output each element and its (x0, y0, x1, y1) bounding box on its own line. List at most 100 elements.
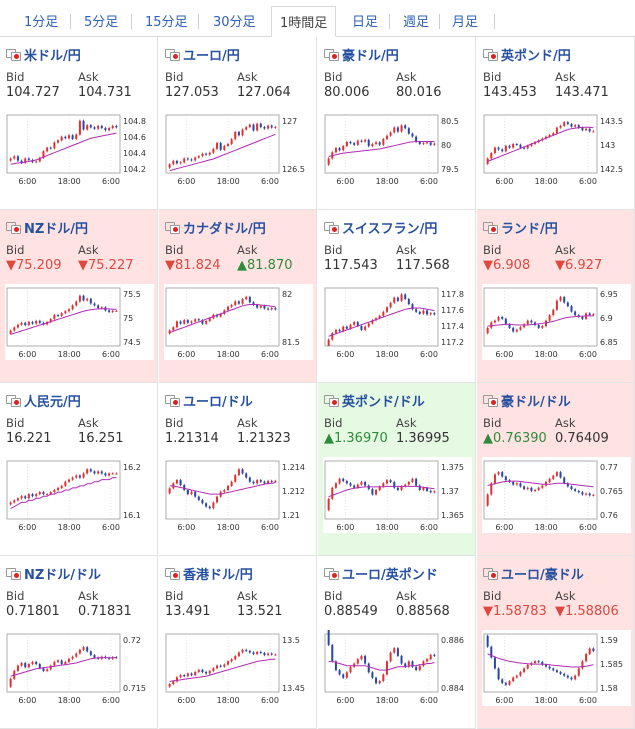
currency-pair-link[interactable]: 豪ドル/ドル (483, 391, 571, 410)
price-chart[interactable]: 0.886 0.884 6:00 18:00 6:00 (323, 630, 472, 706)
candlestick-chart: 16.216.16:00 18:00 6:00 (6, 460, 141, 532)
price-chart[interactable]: 0.72 0.715 6:00 18:00 6:00 (5, 630, 154, 706)
price-chart[interactable]: 1.214 1.212 1.21 6:00 18:00 6:00 (164, 457, 313, 533)
price-chart[interactable]: 6.95 6.9 6.85 6:00 18:00 6:00 (482, 284, 631, 360)
price-chart[interactable]: 104.8 104.6 104.4 104.2 6:00 18:00 6:00 (5, 111, 154, 187)
candle-body (563, 673, 566, 676)
currency-card[interactable]: ユーロ/円 Bid Ask 127.053 127.064 127 126.5 6:00 18:… (159, 37, 317, 210)
currency-card[interactable]: スイスフラン/円 Bid Ask 117.543 117.568 117.8 117.6 11… (318, 210, 476, 383)
tab-4[interactable]: 1時間足 (271, 6, 337, 37)
currency-card[interactable]: 豪ドル/ドル Bid Ask ▲0.76390 0.76409 0.77 0.765 0.76… (477, 383, 635, 556)
price-chart[interactable]: 75.5 75 74.5 6:00 18:00 6:00 (5, 284, 154, 360)
currency-card[interactable]: ユーロ/英ポンド Bid Ask 0.88549 0.88568 0.886 0.884 6:… (318, 556, 476, 729)
currency-card[interactable]: ユーロ/ドル Bid Ask 1.21314 1.21323 1.214 1.212 1.21… (159, 383, 317, 556)
moving-average-line (10, 477, 117, 510)
currency-pair-link[interactable]: カナダドル/円 (165, 218, 266, 237)
candle-body (234, 475, 237, 482)
candle-body (223, 490, 226, 492)
price-chart[interactable]: 117.8 117.6 117.4 117.2 6:00 18:00 6:00 (323, 284, 472, 360)
candle-body (411, 133, 414, 137)
currency-pair-link[interactable]: 香港ドル/円 (165, 564, 253, 583)
candle-body (577, 490, 580, 493)
currency-pair-link[interactable]: ユーロ/豪ドル (483, 564, 584, 583)
currency-card[interactable]: ランド/円 Bid Ask ▼6.908 ▼6.927 6.95 6.9 6.85 6:00 18… (477, 210, 635, 383)
candle-body (104, 473, 107, 476)
currency-pair-link[interactable]: ランド/円 (483, 218, 558, 237)
currency-pair-link[interactable]: スイスフラン/円 (324, 218, 437, 237)
candle-body (334, 483, 337, 488)
price-chart[interactable]: 13.5 13.45 6:00 18:00 6:00 (164, 630, 313, 706)
price-chart[interactable]: 80.5 80 79.5 6:00 18:00 6:00 (323, 111, 472, 187)
currency-pair-link[interactable]: 米ドル/円 (6, 45, 81, 64)
candle-body (252, 652, 255, 655)
candle-body (592, 131, 595, 133)
price-chart[interactable]: 82 81.5 6:00 18:00 6:00 (164, 284, 313, 360)
currency-pair-link[interactable]: ユーロ/英ポンド (324, 564, 438, 583)
candle-body (385, 661, 388, 675)
candle-body (537, 487, 540, 490)
tab-2[interactable]: 15分足 (145, 15, 188, 30)
currency-card[interactable]: 香港ドル/円 Bid Ask 13.491 13.521 13.5 13.45 6:00 18:… (159, 556, 317, 729)
candle-body (60, 136, 63, 141)
currency-pair-link[interactable]: NZドル/ドル (6, 564, 101, 583)
currency-card[interactable]: 英ポンド/ドル Bid Ask ▲1.36970 1.36995 1.375 1.37 1.3… (318, 383, 476, 556)
chart-frame (483, 633, 598, 693)
price-chart[interactable]: 1.375 1.37 1.365 6:00 18:00 6:00 (323, 457, 472, 533)
y-tick-label: 1.585 (600, 660, 623, 669)
bid-price: 0.71801 (6, 604, 60, 619)
candle-body (64, 481, 67, 486)
currency-card[interactable]: NZドル/ドル Bid Ask 0.71801 0.71831 0.72 0.715 6:00… (0, 556, 158, 729)
candle-body (364, 655, 367, 664)
candle-body (530, 144, 533, 146)
candle-body (208, 152, 211, 155)
x-tick-label: 18:00 (58, 696, 81, 705)
currency-pair-link[interactable]: NZドル/円 (6, 218, 88, 237)
candle-body (197, 669, 200, 672)
currency-pair-link[interactable]: 人民元/円 (6, 391, 81, 410)
tab-1[interactable]: 5分足 (84, 15, 119, 30)
currency-card[interactable]: 豪ドル/円 Bid Ask 80.006 80.016 80.5 80 79.5 6:00 18:… (318, 37, 476, 210)
candle-body (385, 135, 388, 140)
price-chart[interactable]: 16.2 16.1 6:00 18:00 6:00 (5, 457, 154, 533)
price-chart[interactable]: 127 126.5 6:00 18:00 6:00 (164, 111, 313, 187)
price-chart[interactable]: 143.5 143 142.5 6:00 18:00 6:00 (482, 111, 631, 187)
currency-card[interactable]: カナダドル/円 Bid Ask ▼81.824 ▲81.870 82 81.5 6:00 18:… (159, 210, 317, 383)
y-tick-label: 0.884 (441, 684, 464, 693)
tab-divider (198, 14, 199, 29)
tab-0[interactable]: 1分足 (24, 15, 59, 30)
tab-5[interactable]: 日足 (352, 15, 379, 30)
currency-pair-name: 英ポンド/ドル (342, 395, 425, 410)
currency-pair-link[interactable]: 豪ドル/円 (324, 45, 399, 64)
candle-body (501, 679, 504, 683)
candle-body (349, 483, 352, 486)
candle-body (274, 127, 277, 129)
candle-body (566, 302, 569, 307)
candle-body (501, 149, 504, 152)
candle-body (274, 654, 277, 656)
currency-card[interactable]: 人民元/円 Bid Ask 16.221 16.251 16.2 16.1 6:00 18:00… (0, 383, 158, 556)
y-tick-label: 81.5 (282, 338, 300, 347)
bid-label: Bid (324, 416, 343, 430)
candle-body (523, 147, 526, 149)
currency-pair-link[interactable]: 英ポンド/ドル (324, 391, 425, 410)
candle-body (226, 306, 229, 311)
currency-card[interactable]: ユーロ/豪ドル Bid Ask ▼1.58783 ▼1.58806 1.59 1.585 1.… (477, 556, 635, 729)
x-tick-label: 6:00 (336, 523, 354, 532)
ask-label: Ask (78, 70, 99, 84)
tab-3[interactable]: 30分足 (213, 15, 256, 30)
currency-pair-link[interactable]: ユーロ/円 (165, 45, 240, 64)
currency-pair-link[interactable]: ユーロ/ドル (165, 391, 253, 410)
moving-average-line (328, 485, 435, 498)
currency-card[interactable]: 米ドル/円 Bid Ask 104.727 104.731 104.8 104.6 104.4… (0, 37, 158, 210)
price-chart[interactable]: 0.77 0.765 0.76 6:00 18:00 6:00 (482, 457, 631, 533)
candle-body (53, 490, 56, 493)
tab-6[interactable]: 週足 (403, 15, 430, 30)
currency-card[interactable]: 英ポンド/円 Bid Ask 143.453 143.471 143.5 143 142.5 6… (477, 37, 635, 210)
currency-card[interactable]: NZドル/円 Bid Ask ▼75.209 ▼75.227 75.5 75 74.5 6:00… (0, 210, 158, 383)
tab-7[interactable]: 月足 (452, 15, 479, 30)
price-chart[interactable]: 1.59 1.585 1.58 6:00 18:00 6:00 (482, 630, 631, 706)
currency-pair-link[interactable]: 英ポンド/円 (483, 45, 571, 64)
candle-body (115, 125, 118, 128)
candle-body (186, 673, 189, 677)
